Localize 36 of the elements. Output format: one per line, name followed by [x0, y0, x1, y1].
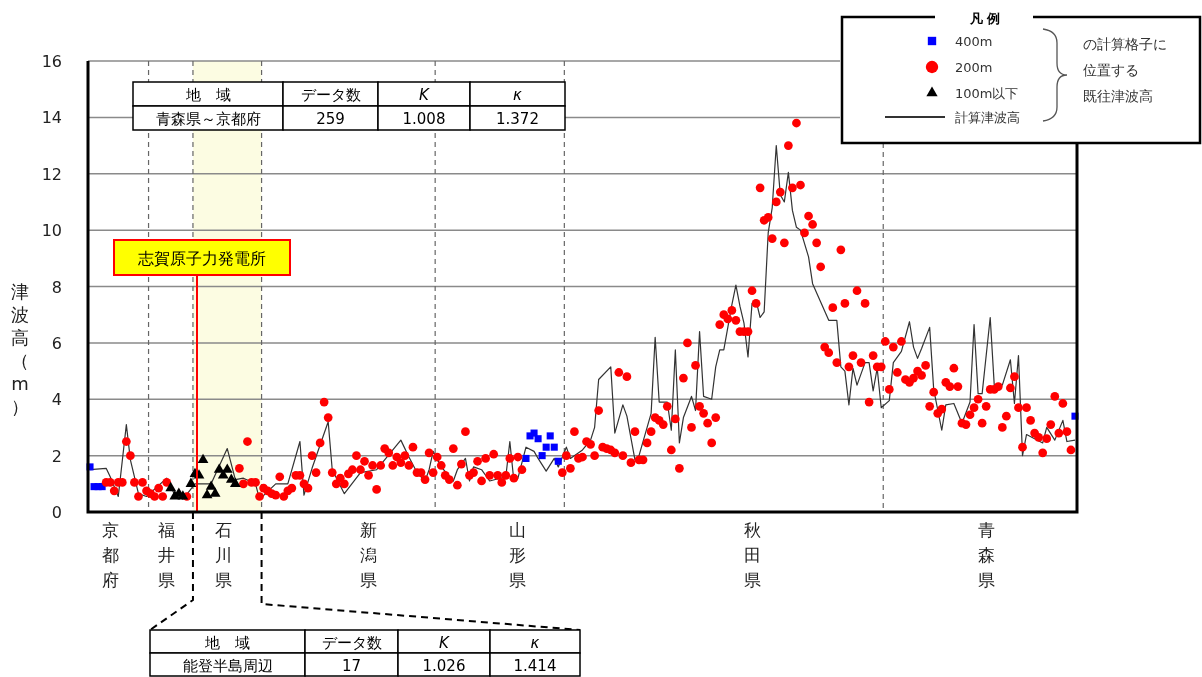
x-tick-label: 京都府: [101, 520, 119, 590]
y-tick-label: 4: [51, 390, 62, 410]
y-axis-title: 津波高（m）: [11, 281, 29, 417]
legend-title: 凡 例: [968, 11, 1001, 26]
y-tick-label: 12: [41, 164, 62, 184]
y-tick-label: 6: [51, 333, 62, 353]
x-tick-label: 新潟県: [360, 520, 378, 590]
y-tick-label: 10: [41, 221, 62, 241]
stats-table: 地 域 能登半島周辺 データ数 17 Κ 1.026 κ 1.414: [149, 629, 581, 677]
text: 既往津波高: [1083, 88, 1153, 104]
annotation: 259: [316, 110, 345, 128]
legend-label: 100m以下: [955, 86, 1019, 101]
legend-label: 計算津波高: [955, 110, 1020, 125]
text: の計算格子に: [1083, 36, 1167, 52]
annotation: 地 域: [184, 86, 231, 104]
y-tick-label: 16: [41, 52, 62, 71]
y-tick-label: 8: [51, 277, 62, 297]
y-tick-label: 0: [51, 503, 62, 522]
site-label-box: 志賀原子力発電所: [113, 239, 291, 276]
annotation: 青森県～京都府: [155, 110, 261, 128]
annotation: 1.372: [496, 110, 539, 128]
x-tick-label: 秋田県: [743, 520, 761, 590]
text: 位置する: [1083, 62, 1139, 78]
annotation: データ数: [300, 86, 361, 104]
annotation: Κ: [419, 86, 431, 104]
annotation: 1.008: [402, 110, 446, 128]
legend-label: 200m: [955, 60, 993, 75]
y-tick-label: 2: [51, 446, 62, 466]
annotation: 志賀原子力発電所: [138, 249, 266, 268]
legend-label: 400m: [955, 34, 993, 49]
x-tick-label: 福井県: [158, 520, 176, 590]
x-tick-label: 青森県: [977, 520, 995, 590]
x-tick-label: 石川県: [214, 520, 232, 590]
annotation: κ: [513, 86, 523, 104]
x-tick-label: 山形県: [509, 520, 527, 590]
y-tick-label: 14: [41, 108, 62, 128]
